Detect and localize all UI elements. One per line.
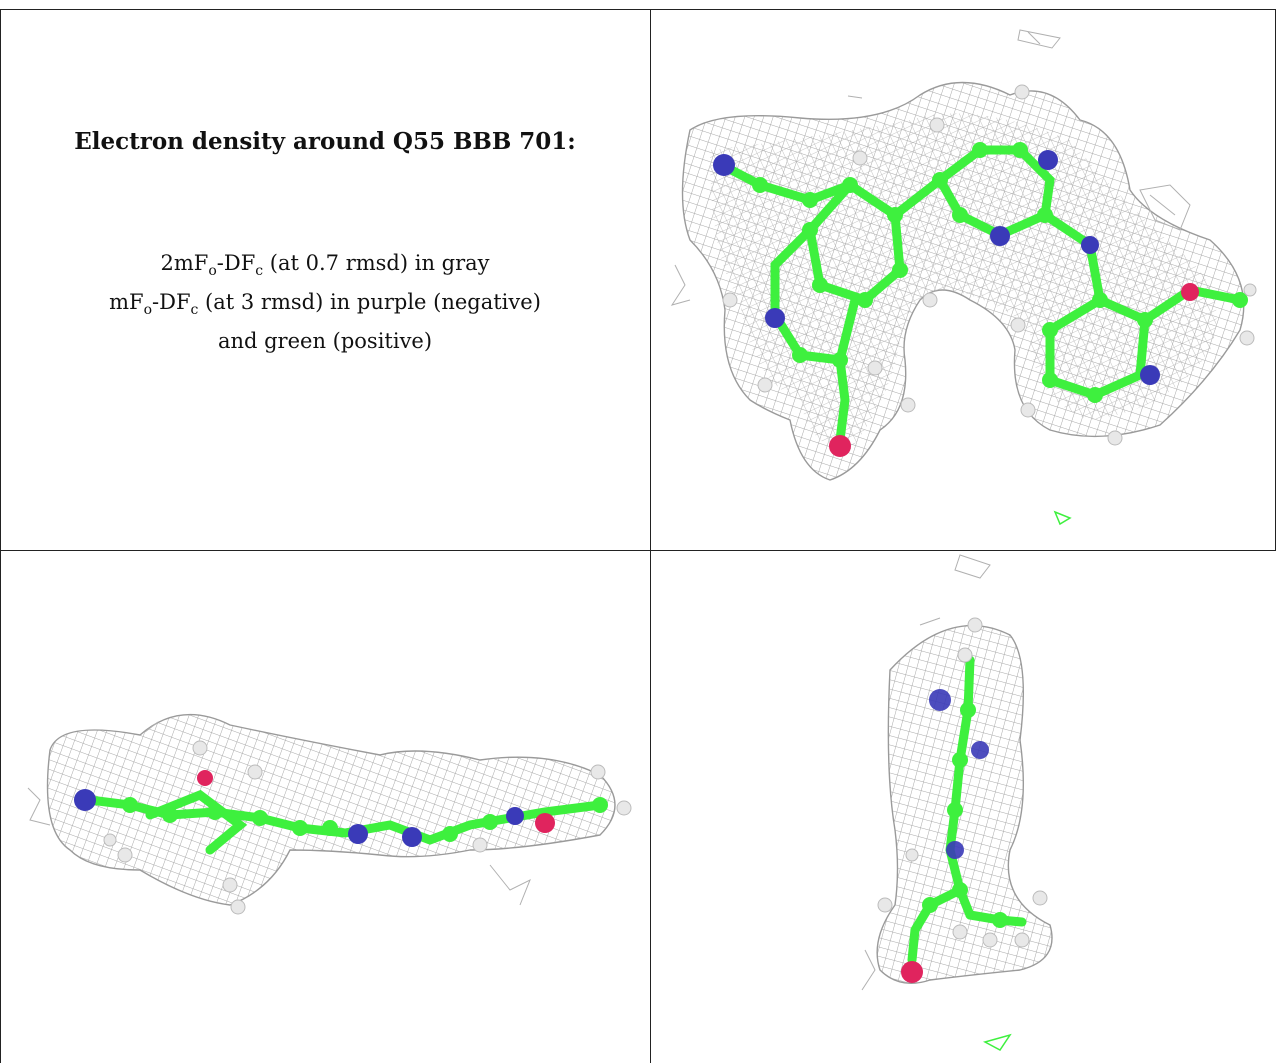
legend-line-positive: and green (positive): [217, 329, 433, 354]
legend-line-diff: mFo-DFc (at 3 rmsd) in purple (negative): [109, 290, 541, 319]
molecule-top-view-image: [670, 29, 1257, 526]
panel-top-view: [650, 0, 1276, 550]
panel-side-view: [0, 550, 650, 1063]
figure-title: Electron density around Q55 BBB 701:: [74, 128, 576, 155]
grid-border-center: [650, 9, 651, 1063]
molecule-side-view-image: [27, 713, 632, 915]
caption-cell: Electron density around Q55 BBB 701: 2mF…: [0, 0, 650, 550]
grid-border-left: [0, 9, 1, 1063]
grid-border-top: [0, 9, 1276, 10]
molecule-edge-view-image: [861, 554, 1053, 1051]
panel-edge-view: [650, 550, 1276, 1063]
legend-text: 2mFo-DFc (at 0.7 rmsd) in gray mFo-DFc (…: [0, 248, 650, 357]
legend-line-gray: 2mFo-DFc (at 0.7 rmsd) in gray: [160, 251, 490, 280]
grid-border-middle: [0, 550, 1276, 551]
